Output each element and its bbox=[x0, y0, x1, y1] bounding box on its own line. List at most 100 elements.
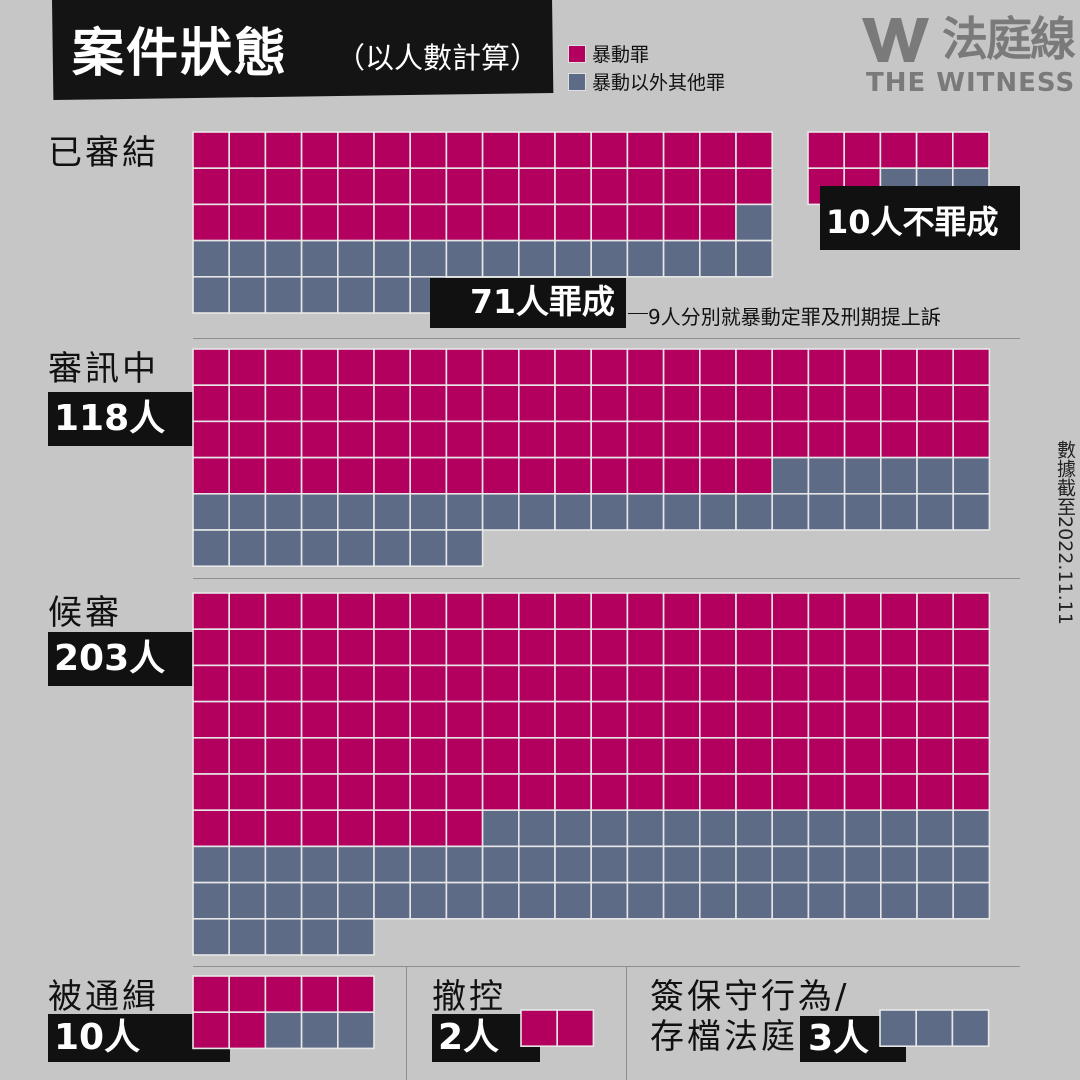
waffle-cell-riot-awaiting bbox=[807, 592, 846, 631]
waffle-cell-riot-on_trial bbox=[445, 420, 484, 459]
waffle-bound-over bbox=[879, 1009, 990, 1048]
waffle-cell-other-on_trial bbox=[554, 493, 593, 531]
waffle-cell-riot-awaiting bbox=[590, 773, 629, 812]
waffle-cell-riot-awaiting bbox=[626, 664, 665, 703]
waffle-cell-riot-awaiting bbox=[952, 664, 991, 703]
waffle-cell-riot-awaiting bbox=[843, 773, 882, 812]
section-label-bound-over-2: 存檔法庭 bbox=[650, 1017, 798, 1057]
waffle-cell-riot-on_trial bbox=[228, 348, 267, 387]
waffle-cell-other-on_trial bbox=[952, 493, 991, 531]
waffle-cell-riot-awaiting bbox=[554, 700, 593, 739]
waffle-cell-riot-on_trial bbox=[192, 456, 231, 495]
waffle-cell-riot-on_trial bbox=[626, 420, 665, 459]
waffle-cell-riot-awaiting bbox=[952, 773, 991, 812]
waffle-cell-riot-awaiting bbox=[481, 773, 520, 812]
waffle-cell-riot-awaiting bbox=[698, 592, 737, 631]
waffle-cell-riot-awaiting bbox=[409, 628, 448, 667]
data-date-note: 數據截至2022.11.11 bbox=[1054, 440, 1076, 625]
waffle-cell-other-on_trial bbox=[373, 529, 412, 568]
waffle-cell-riot-awaiting bbox=[481, 700, 520, 739]
waffle-cell-other-awaiting bbox=[373, 845, 412, 884]
waffle-cell-riot-awaiting bbox=[916, 628, 955, 667]
withdrawn-count-text: 2人 bbox=[438, 1017, 500, 1058]
waffle-cell-riot-awaiting bbox=[879, 737, 918, 775]
bound-over-count-text: 3人 bbox=[808, 1018, 870, 1059]
waffle-cell-riot-on_trial bbox=[373, 348, 412, 387]
waffle-cell-riot-on_trial bbox=[554, 384, 593, 423]
waffle-cell-other-on_trial bbox=[264, 529, 303, 568]
waffle-cell-other-awaiting bbox=[662, 881, 701, 920]
waffle-cell-riot-awaiting bbox=[300, 809, 339, 848]
waffle-cell-other-on_trial bbox=[300, 529, 339, 568]
waffle-cell-riot-on_trial bbox=[807, 384, 846, 423]
waffle-cell-riot-on_trial bbox=[192, 348, 231, 387]
waffle-cell-riot-on_trial bbox=[554, 420, 593, 459]
waffle-cell-riot-awaiting bbox=[445, 773, 484, 812]
waffle-cell-other-awaiting bbox=[626, 845, 665, 884]
waffle-cell-other-awaiting bbox=[192, 845, 231, 884]
waffle-cell-other-awaiting bbox=[481, 881, 520, 920]
waffle-cell-other-convicted bbox=[481, 239, 520, 278]
waffle-cell-riot-awaiting bbox=[445, 664, 484, 703]
waffle-cell-riot-awaiting bbox=[771, 664, 810, 703]
waffle-cell-other-awaiting bbox=[300, 917, 339, 956]
waffle-cell-riot-awaiting bbox=[662, 664, 701, 703]
waffle-cell-riot-on_trial bbox=[409, 420, 448, 459]
waffle-cell-riot-wanted bbox=[228, 1011, 267, 1050]
waffle-cell-riot-convicted bbox=[337, 203, 375, 242]
waffle-cell-riot-on_trial bbox=[481, 348, 520, 387]
waffle-cell-riot-awaiting bbox=[228, 700, 267, 739]
waffle-cell-riot-on_trial bbox=[517, 456, 556, 495]
waffle-cell-riot-awaiting bbox=[481, 737, 520, 775]
waffle-cell-other-awaiting bbox=[517, 809, 556, 848]
waffle-cell-other-convicted bbox=[445, 239, 484, 278]
waffle-cell-riot-convicted bbox=[735, 131, 774, 170]
waffle-cell-riot-convicted bbox=[590, 167, 629, 206]
legend-label-riot: 暴動罪 bbox=[592, 44, 650, 66]
withdrawn-count-box: 2人 bbox=[432, 1014, 540, 1062]
waffle-cell-other-awaiting bbox=[952, 845, 991, 884]
waffle-cell-riot-awaiting bbox=[554, 628, 593, 667]
waffle-cell-other-awaiting bbox=[517, 881, 556, 920]
waffle-cell-riot-awaiting bbox=[409, 809, 448, 848]
waffle-cell-riot-convicted bbox=[698, 131, 737, 170]
waffle-cell-riot-on_trial bbox=[662, 420, 701, 459]
waffle-convicted bbox=[192, 131, 774, 314]
page-subtitle: （以人數計算） bbox=[336, 41, 540, 75]
waffle-cell-riot-on_trial bbox=[698, 348, 737, 387]
waffle-cell-riot-convicted bbox=[192, 131, 231, 170]
waffle-cell-riot-on_trial bbox=[300, 348, 339, 387]
waffle-cell-other-on_trial bbox=[300, 493, 339, 531]
waffle-cell-other-awaiting bbox=[807, 809, 846, 848]
waffle-cell-other-awaiting bbox=[445, 845, 484, 884]
waffle-cell-riot-on_trial bbox=[807, 420, 846, 459]
waffle-cell-other-on_trial bbox=[771, 456, 810, 495]
waffle-cell-other-convicted bbox=[264, 276, 303, 314]
waffle-cell-other-awaiting bbox=[337, 881, 375, 920]
waffle-cell-other-awaiting bbox=[916, 809, 955, 848]
waffle-cell-riot-on_trial bbox=[879, 384, 918, 423]
waffle-cell-other-on_trial bbox=[337, 529, 375, 568]
waffle-cell-riot-awaiting bbox=[373, 773, 412, 812]
waffle-cell-riot-on_trial bbox=[590, 384, 629, 423]
waffle-cell-riot-awaiting bbox=[228, 773, 267, 812]
annotation-leader-line bbox=[628, 313, 648, 314]
waffle-cell-riot-awaiting bbox=[735, 592, 774, 631]
waffle-cell-riot-on_trial bbox=[771, 384, 810, 423]
waffle-cell-riot-convicted bbox=[662, 167, 701, 206]
waffle-cell-other-awaiting bbox=[590, 845, 629, 884]
waffle-cell-riot-awaiting bbox=[807, 664, 846, 703]
waffle-cell-riot-awaiting bbox=[373, 700, 412, 739]
waffle-cell-riot-convicted bbox=[192, 203, 231, 242]
waffle-cell-riot-on_trial bbox=[337, 420, 375, 459]
waffle-cell-riot-awaiting bbox=[228, 592, 267, 631]
waffle-cell-riot-awaiting bbox=[373, 628, 412, 667]
waffle-cell-riot-convicted bbox=[517, 131, 556, 170]
waffle-cell-riot-on_trial bbox=[517, 420, 556, 459]
waffle-cell-riot-awaiting bbox=[228, 664, 267, 703]
waffle-cell-riot-on_trial bbox=[771, 348, 810, 387]
waffle-cell-riot-on_trial bbox=[445, 384, 484, 423]
waffle-cell-riot-awaiting bbox=[409, 773, 448, 812]
waffle-cell-riot-convicted bbox=[517, 203, 556, 242]
waffle-cell-riot-awaiting bbox=[517, 628, 556, 667]
